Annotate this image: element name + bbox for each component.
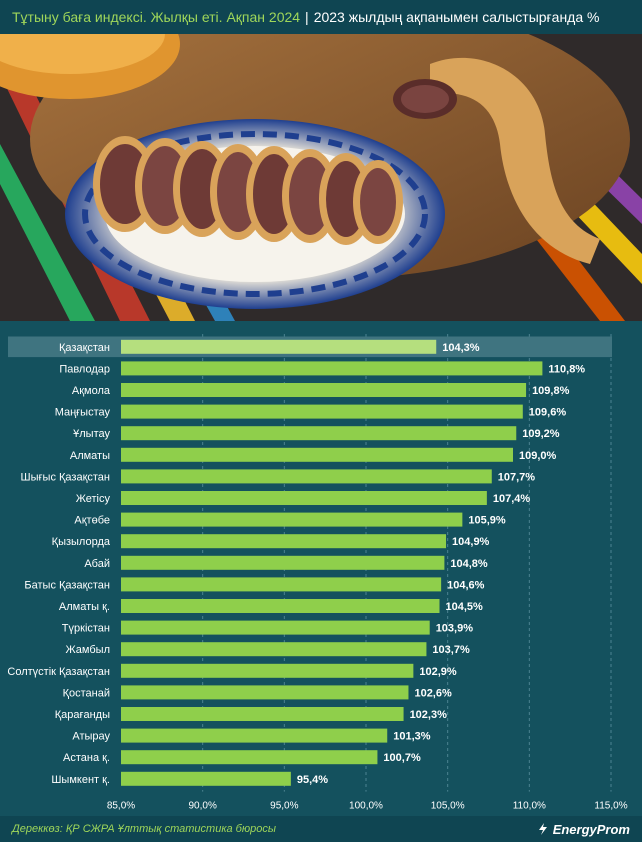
bar (121, 361, 543, 376)
category-label: Солтүстік Қазақстан (7, 666, 110, 678)
value-label: 103,9% (436, 623, 474, 635)
category-label: Жетісу (76, 493, 111, 505)
bar (121, 491, 487, 505)
category-label: Алматы (70, 450, 110, 462)
value-label: 95,4% (297, 774, 328, 786)
category-label: Павлодар (59, 363, 110, 375)
bar (121, 447, 513, 462)
value-label: 102,9% (419, 666, 457, 678)
bar (121, 555, 445, 570)
logo-text: EnergyProm (552, 821, 630, 837)
value-label: 104,9% (452, 536, 490, 548)
value-label: 101,3% (393, 731, 431, 743)
title-separator: | (305, 9, 309, 25)
bar (121, 642, 427, 657)
bar (121, 728, 388, 743)
category-labels: Қазақстан Павлодар Ақмола Маңғыстау Ұлытау Ал… (7, 342, 110, 786)
bar (121, 599, 440, 613)
value-label: 102,6% (414, 687, 452, 699)
bar (121, 577, 442, 592)
value-label: 102,3% (410, 709, 448, 721)
x-tick-label: 105,0% (431, 801, 465, 812)
bar (121, 404, 523, 419)
chart-title: Тұтыну баға индексі. Жылқы еті. Ақпан 20… (12, 9, 301, 25)
hero-photo (0, 34, 642, 321)
category-label: Шығыс Қазақстан (21, 471, 110, 483)
bar (121, 750, 378, 765)
value-label: 109,2% (522, 428, 560, 440)
category-label: Қазақстан (59, 342, 110, 354)
category-label: Ақтөбе (74, 515, 110, 527)
category-label: Қызылорда (52, 536, 111, 548)
value-label: 105,9% (468, 515, 506, 527)
category-label: Маңғыстау (55, 407, 111, 419)
x-tick-label: 115,0% (594, 801, 627, 812)
lightning-icon (538, 823, 547, 835)
x-tick-label: 85,0% (107, 801, 135, 812)
chart-subtitle: 2023 жылдың ақпанымен салыстырғанда % (313, 9, 600, 25)
footer-bar: Дереккөз: ҚР СЖРА Ұлттық статистика бюро… (0, 816, 642, 842)
value-label: 107,7% (498, 471, 536, 483)
category-label: Абай (84, 558, 110, 570)
bar (121, 426, 517, 441)
category-label: Алматы қ. (59, 601, 110, 613)
kazy-photo-illustration (0, 34, 642, 321)
value-label: 104,5% (446, 601, 484, 613)
brand-logo: EnergyProm (537, 822, 630, 837)
value-label: 104,6% (447, 579, 485, 591)
value-label: 110,8% (548, 363, 585, 375)
bar (121, 339, 437, 354)
value-label: 104,8% (450, 558, 488, 570)
value-label: 107,4% (493, 493, 531, 505)
category-label: Атырау (72, 731, 110, 743)
category-label: Қостанай (63, 687, 110, 699)
bar (121, 685, 409, 700)
x-tick-label: 100,0% (349, 801, 383, 812)
value-label: 103,7% (432, 644, 470, 656)
bar (121, 469, 492, 484)
category-label: Қарағанды (55, 709, 110, 721)
header-bar: Тұтыну баға индексі. Жылқы еті. Ақпан 20… (0, 0, 642, 34)
category-label: Түркістан (62, 623, 110, 635)
category-label: Батыс Қазақстан (24, 579, 110, 591)
bar (121, 383, 527, 397)
bar (121, 620, 430, 635)
bar (121, 512, 463, 527)
category-label: Шымкент қ. (51, 774, 110, 786)
bar (121, 771, 291, 786)
bar (121, 707, 404, 721)
category-label: Ақмола (72, 385, 111, 397)
category-label: Астана қ. (63, 752, 110, 764)
x-tick-label: 95,0% (270, 801, 298, 812)
bars (8, 336, 612, 786)
value-labels: 104,3% 110,8% 109,8% 109,6% 109,2% 109,0% 107,… (297, 342, 585, 786)
x-tick-label: 110,0% (513, 801, 546, 812)
value-label: 104,3% (442, 342, 480, 354)
value-label: 109,0% (519, 450, 557, 462)
bar (121, 534, 447, 549)
bar-chart: Қазақстан Павлодар Ақмола Маңғыстау Ұлытау Ал… (7, 334, 628, 812)
source-note: Дереккөз: ҚР СЖРА Ұлттық статистика бюро… (12, 823, 276, 835)
x-axis-ticks: 85,0% 90,0% 95,0% 100,0% 105,0% 110,0% 115,0% (107, 801, 628, 812)
category-label: Ұлытау (73, 428, 110, 440)
bar (121, 663, 414, 678)
value-label: 109,8% (532, 385, 570, 397)
value-label: 100,7% (383, 752, 421, 764)
category-label: Жамбыл (66, 644, 110, 656)
value-label: 109,6% (529, 407, 567, 419)
x-tick-label: 90,0% (188, 801, 216, 812)
